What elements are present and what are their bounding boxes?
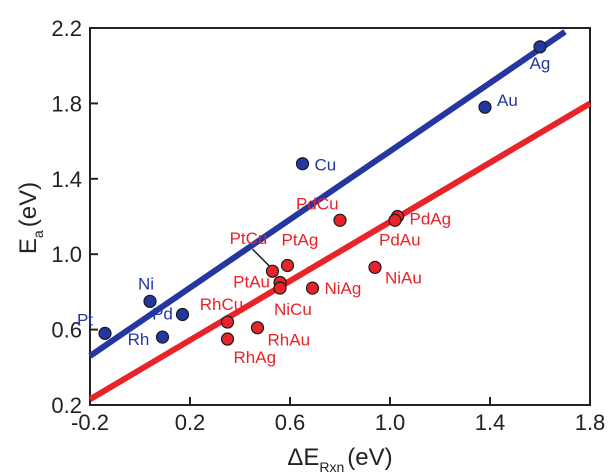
point-pt xyxy=(98,326,112,340)
point-niag xyxy=(305,281,320,295)
point-rhag xyxy=(220,332,235,346)
label-ptcu: PtCu xyxy=(230,229,268,248)
label-ptau: PtAu xyxy=(233,272,270,291)
label-niau: NiAu xyxy=(385,268,422,287)
x-tick-label: -0.2 xyxy=(71,410,109,435)
point-ni xyxy=(143,294,157,308)
point-rhcu xyxy=(220,315,235,329)
point-rh xyxy=(155,330,170,344)
point-rhau xyxy=(250,321,265,335)
label-pt: Pt xyxy=(77,310,93,329)
label-rhcu: RhCu xyxy=(200,295,243,314)
y-tick-label: 0.6 xyxy=(51,318,82,343)
point-cu xyxy=(295,157,310,171)
fit-line-series-0 xyxy=(88,29,567,359)
point-pd xyxy=(175,307,190,322)
label-rh: Rh xyxy=(128,330,150,349)
point-ag xyxy=(533,40,547,54)
y-axis-title: Ea(eV) xyxy=(15,182,46,254)
x-tick-label: 1.4 xyxy=(475,410,506,435)
label-pdcu: PdCu xyxy=(296,194,339,213)
label-ptag: PtAg xyxy=(282,231,319,250)
point-pdau xyxy=(388,213,402,227)
y-tick-label: 1.8 xyxy=(51,91,82,116)
label-pdag: PdAg xyxy=(410,210,452,229)
ptcu-leader-line xyxy=(251,248,272,268)
connector-lines xyxy=(251,248,272,268)
x-tick-label: 1.0 xyxy=(375,410,406,435)
point-pdcu xyxy=(333,213,347,227)
x-tick-label: 0.2 xyxy=(175,410,206,435)
y-tick-label: 1.4 xyxy=(51,167,82,192)
point-au xyxy=(478,100,492,114)
x-axis-title: ΔERxn (eV) xyxy=(287,444,392,473)
y-tick-label: 1.0 xyxy=(51,242,82,267)
label-niag: NiAg xyxy=(325,279,362,298)
x-tick-label: 1.8 xyxy=(575,410,606,435)
label-nicu: NiCu xyxy=(274,300,312,319)
y-tick-label: 0.2 xyxy=(51,393,82,418)
label-ag: Ag xyxy=(530,54,551,73)
ticks-layer: -0.2 0.2 0.6 1.0 1.4 1.80.20.61.01.41.82.2 xyxy=(51,16,605,435)
point-ptag xyxy=(280,258,295,273)
label-rhau: RhAu xyxy=(268,331,311,350)
fit-line-series-1 xyxy=(88,100,592,402)
label-rhag: RhAg xyxy=(234,348,277,367)
label-ni: Ni xyxy=(138,274,154,293)
label-au: Au xyxy=(497,91,518,110)
data-points xyxy=(98,40,547,346)
label-pdau: PdAu xyxy=(379,230,421,249)
point-ptcu xyxy=(265,264,280,278)
label-cu: Cu xyxy=(315,156,337,175)
plot-frame xyxy=(89,27,591,406)
label-pd: Pd xyxy=(152,305,173,324)
point-niau xyxy=(368,260,382,274)
x-tick-label: 0.6 xyxy=(275,410,306,435)
fit-lines xyxy=(88,29,592,402)
y-tick-label: 2.2 xyxy=(51,16,82,41)
point-nicu xyxy=(273,281,287,295)
